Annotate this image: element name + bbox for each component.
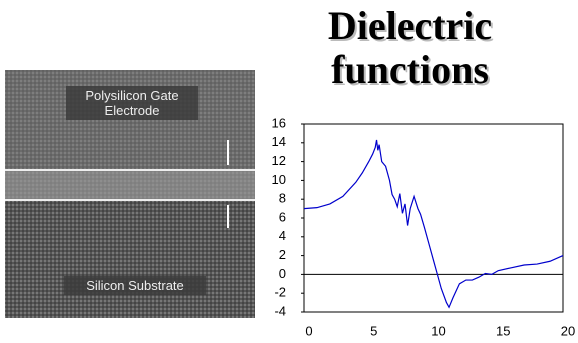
x-tick-label: 10	[431, 323, 445, 338]
x-tick-label: 20	[561, 323, 575, 338]
x-tick-label: 5	[370, 323, 377, 338]
y-tick-label: 16	[272, 115, 286, 130]
y-tick-label: 10	[272, 172, 286, 187]
x-tick-label: 15	[496, 323, 510, 338]
y-tick-label: 12	[272, 153, 286, 168]
chart-title: Dielectric functions	[327, 3, 493, 92]
y-tick-label: 4	[279, 228, 286, 243]
plot-frame	[303, 123, 564, 313]
y-tick-label: 0	[279, 266, 286, 281]
x-tick-label: 0	[305, 323, 312, 338]
y-tick-label: -2	[274, 285, 286, 300]
image-label: Polysilicon Gate Electrode	[66, 86, 198, 120]
y-tick-label: 8	[279, 191, 286, 206]
data-line	[303, 139, 564, 309]
y-tick-label: 14	[272, 134, 286, 149]
y-tick-label: 6	[279, 209, 286, 224]
y-tick-label: -4	[274, 303, 286, 318]
y-tick-label: 2	[279, 247, 286, 262]
image-label: Silicon Substrate	[64, 276, 206, 295]
